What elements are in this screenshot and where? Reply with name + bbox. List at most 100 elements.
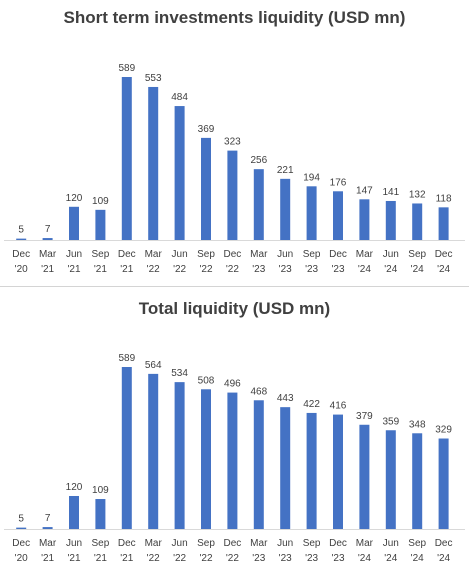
x-tick-label: Dec bbox=[118, 249, 136, 260]
bar bbox=[280, 407, 291, 529]
bar bbox=[306, 412, 317, 529]
x-tick-label: '21 bbox=[41, 553, 54, 564]
chart-short-term-investments: 5 Dec '20 7 Mar '21 120 Jun '21 109 Sep '21 589 Dec '2… bbox=[4, 63, 465, 275]
x-tick-label: Mar bbox=[145, 249, 163, 260]
bar bbox=[253, 169, 264, 240]
bar bbox=[412, 203, 423, 240]
x-tick-label: Mar bbox=[39, 249, 57, 260]
x-tick-label: '20 bbox=[15, 264, 28, 275]
x-tick-label: Dec bbox=[224, 249, 242, 260]
chart-panel-total-liquidity: 5 Dec '20 7 Mar '21 120 Jun '21 109 Sep '21 589 Dec '2… bbox=[0, 291, 469, 575]
bar bbox=[385, 430, 396, 529]
x-tick-label: '21 bbox=[94, 264, 107, 275]
x-tick-label: '22 bbox=[199, 264, 212, 275]
data-label: 443 bbox=[277, 393, 294, 404]
x-tick-label: Sep bbox=[303, 538, 321, 549]
x-tick-label: Mar bbox=[250, 538, 268, 549]
x-tick-label: '24 bbox=[437, 553, 450, 564]
x-tick-label: '21 bbox=[120, 553, 133, 564]
data-label: 369 bbox=[198, 124, 215, 135]
x-tick-label: '23 bbox=[305, 264, 318, 275]
x-tick-label: '24 bbox=[411, 264, 424, 275]
x-tick-label: '23 bbox=[279, 264, 292, 275]
x-tick-label: Mar bbox=[356, 249, 374, 260]
data-label: 7 bbox=[45, 513, 51, 524]
chart-total-liquidity: 5 Dec '20 7 Mar '21 120 Jun '21 109 Sep '21 589 Dec '2… bbox=[4, 353, 465, 564]
data-label: 147 bbox=[356, 185, 373, 196]
data-label: 5 bbox=[18, 514, 24, 525]
data-label: 132 bbox=[409, 189, 426, 200]
bar bbox=[227, 392, 238, 529]
data-label: 194 bbox=[303, 172, 320, 183]
x-tick-label: '24 bbox=[384, 264, 397, 275]
bar bbox=[95, 499, 106, 529]
data-label: 176 bbox=[330, 177, 347, 188]
x-tick-label: '21 bbox=[41, 264, 54, 275]
x-tick-label: '23 bbox=[331, 553, 344, 564]
bar bbox=[95, 209, 106, 240]
bar bbox=[42, 527, 53, 529]
x-tick-label: Sep bbox=[197, 249, 215, 260]
x-tick-label: Dec bbox=[435, 249, 453, 260]
bar bbox=[16, 238, 27, 240]
x-tick-label: '21 bbox=[94, 553, 107, 564]
bar bbox=[306, 186, 317, 240]
x-tick-label: Jun bbox=[383, 538, 399, 549]
x-tick-label: Dec bbox=[118, 538, 136, 549]
bar bbox=[174, 382, 185, 529]
bar bbox=[227, 150, 238, 240]
x-tick-label: Jun bbox=[383, 249, 399, 260]
x-tick-label: Dec bbox=[12, 249, 30, 260]
data-label: 589 bbox=[118, 63, 135, 74]
data-label: 109 bbox=[92, 485, 109, 496]
x-tick-label: Sep bbox=[92, 249, 110, 260]
x-tick-label: '23 bbox=[252, 264, 265, 275]
bar bbox=[412, 433, 423, 529]
x-tick-label: Sep bbox=[408, 538, 426, 549]
data-label: 109 bbox=[92, 196, 109, 207]
x-tick-label: '22 bbox=[173, 264, 186, 275]
x-tick-label: Jun bbox=[172, 249, 188, 260]
bar bbox=[16, 527, 27, 529]
data-label: 589 bbox=[118, 353, 135, 364]
x-tick-label: Jun bbox=[66, 538, 82, 549]
bar bbox=[438, 438, 449, 529]
x-tick-label: Mar bbox=[356, 538, 374, 549]
x-tick-label: Dec bbox=[329, 249, 347, 260]
bar bbox=[148, 86, 159, 240]
x-tick-label: '23 bbox=[331, 264, 344, 275]
x-tick-label: '22 bbox=[199, 553, 212, 564]
x-tick-label: '22 bbox=[173, 553, 186, 564]
data-label: 422 bbox=[303, 399, 320, 410]
x-tick-label: '24 bbox=[358, 264, 371, 275]
x-tick-label: Jun bbox=[277, 538, 293, 549]
bar bbox=[148, 373, 159, 529]
x-tick-label: Sep bbox=[303, 249, 321, 260]
data-label: 379 bbox=[356, 411, 373, 422]
x-tick-label: Jun bbox=[277, 249, 293, 260]
x-tick-label: '22 bbox=[147, 264, 160, 275]
x-tick-label: Mar bbox=[39, 538, 57, 549]
data-label: 120 bbox=[66, 482, 83, 493]
bar bbox=[69, 495, 79, 529]
data-label: 484 bbox=[171, 92, 188, 103]
bar bbox=[359, 199, 370, 240]
chart-panel-short-term-investments: 5 Dec '20 7 Mar '21 120 Jun '21 109 Sep '21 589 Dec '2… bbox=[0, 0, 469, 284]
x-tick-label: Mar bbox=[250, 249, 268, 260]
x-tick-label: Jun bbox=[172, 538, 188, 549]
x-tick-label: '24 bbox=[411, 553, 424, 564]
bar bbox=[359, 424, 370, 529]
data-label: 120 bbox=[66, 193, 83, 204]
bar bbox=[201, 389, 211, 529]
data-label: 323 bbox=[224, 137, 241, 148]
x-tick-label: Sep bbox=[92, 538, 110, 549]
data-label: 508 bbox=[198, 375, 215, 386]
x-tick-label: '21 bbox=[67, 264, 80, 275]
data-label: 359 bbox=[382, 416, 399, 427]
x-tick-label: '20 bbox=[15, 553, 28, 564]
x-tick-label: '22 bbox=[147, 553, 160, 564]
x-tick-label: Sep bbox=[197, 538, 215, 549]
bar bbox=[42, 238, 53, 240]
data-label: 468 bbox=[250, 386, 267, 397]
bar bbox=[333, 191, 343, 240]
